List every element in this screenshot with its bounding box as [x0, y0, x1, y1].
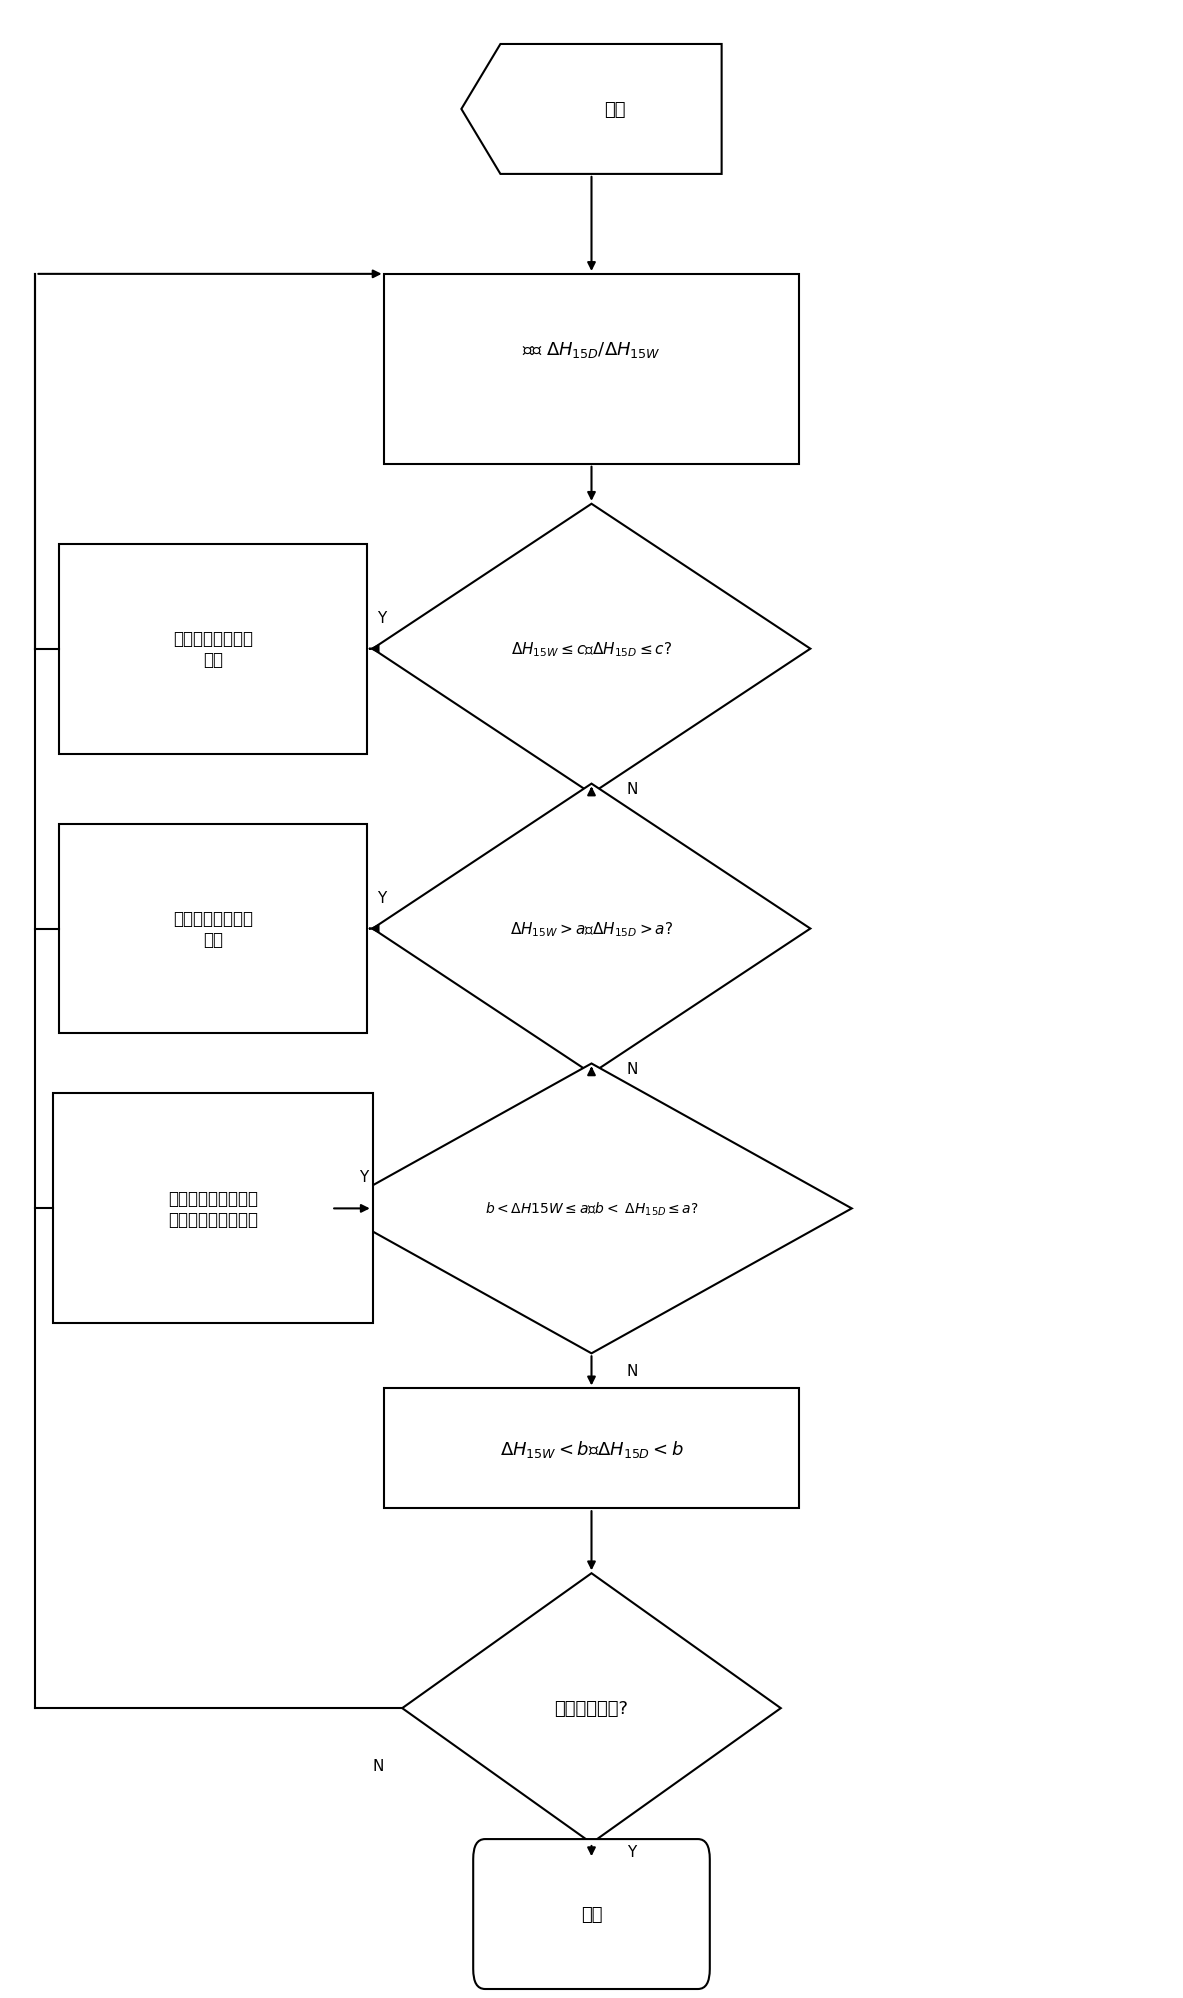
Text: N: N — [627, 1363, 639, 1379]
Bar — [384, 276, 799, 466]
Text: 减少冷轧机架弯辊
力值: 减少冷轧机架弯辊 力值 — [173, 629, 253, 669]
Bar — [53, 1095, 373, 1323]
Text: N: N — [627, 781, 639, 797]
Text: 测量 $\Delta H_{15D}$/$\Delta H_{15W}$: 测量 $\Delta H_{15D}$/$\Delta H_{15W}$ — [522, 340, 661, 360]
Text: $\Delta H_{15W}\leq c$或$\Delta H_{15D}\leq c$?: $\Delta H_{15W}\leq c$或$\Delta H_{15D}\l… — [511, 639, 672, 659]
Text: Y: Y — [627, 1844, 636, 1858]
FancyBboxPatch shape — [473, 1838, 710, 1990]
Text: 开始: 开始 — [605, 100, 626, 120]
Text: N: N — [627, 1061, 639, 1077]
Text: 控制过程结束?: 控制过程结束? — [555, 1698, 628, 1718]
Text: 增加冷轧机架弯辊
力值: 增加冷轧机架弯辊 力值 — [173, 909, 253, 949]
Polygon shape — [402, 1574, 781, 1842]
Text: Y: Y — [360, 1169, 368, 1185]
Polygon shape — [373, 785, 810, 1075]
Text: Y: Y — [377, 889, 386, 905]
Polygon shape — [461, 46, 722, 176]
Text: $b<\Delta H15W\leq a$或$b<\ \Delta H_{15D}\leq a$?: $b<\Delta H15W\leq a$或$b<\ \Delta H_{15D… — [485, 1201, 698, 1217]
Text: 结束: 结束 — [581, 1904, 602, 1924]
Bar — [59, 543, 367, 753]
Text: Y: Y — [377, 609, 386, 625]
Polygon shape — [373, 503, 810, 793]
Text: $\Delta H_{15W}<b$或$\Delta H_{15D}<b$: $\Delta H_{15W}<b$或$\Delta H_{15D}<b$ — [499, 1439, 684, 1459]
Polygon shape — [331, 1063, 852, 1355]
Text: N: N — [373, 1758, 384, 1774]
Bar — [59, 825, 367, 1035]
Text: 计算驱动侧或工作侧
工作辊窜动量的大小: 计算驱动侧或工作侧 工作辊窜动量的大小 — [168, 1189, 258, 1229]
Text: $\Delta H_{15W}>a$或$\Delta H_{15D}>a$?: $\Delta H_{15W}>a$或$\Delta H_{15D}>a$? — [510, 919, 673, 939]
Bar — [384, 1389, 799, 1508]
